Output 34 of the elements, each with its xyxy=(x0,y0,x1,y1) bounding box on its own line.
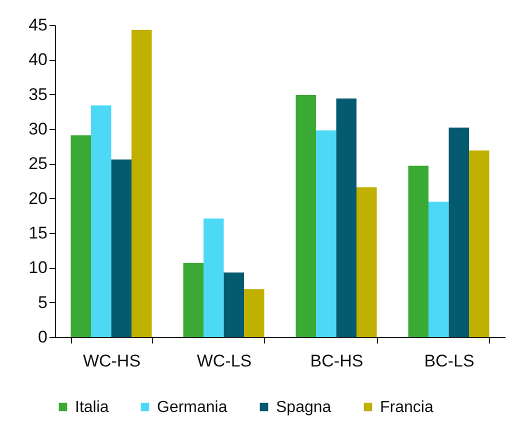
y-tick-label: 5 xyxy=(38,292,48,312)
bar xyxy=(224,272,244,337)
x-tick-label: BC-HS xyxy=(310,352,364,370)
legend-label: Francia xyxy=(380,399,434,416)
bar xyxy=(448,128,469,337)
y-tick-label: 35 xyxy=(28,84,48,104)
y-tick-label: 10 xyxy=(28,258,48,278)
bar xyxy=(469,150,490,337)
bar xyxy=(408,166,428,337)
bar xyxy=(244,289,264,337)
y-tick-label: 25 xyxy=(28,154,48,174)
bar xyxy=(70,135,91,337)
y-tick-label: 15 xyxy=(28,224,48,242)
x-tick-label: WC-LS xyxy=(196,352,252,370)
x-tick-label: BC-LS xyxy=(424,352,474,370)
y-tick-label: 40 xyxy=(28,50,48,70)
y-tick-label: 30 xyxy=(28,120,48,138)
bar xyxy=(316,130,336,337)
legend-label: Spagna xyxy=(276,399,332,416)
bar xyxy=(204,218,224,337)
y-tick-label: 45 xyxy=(28,16,48,34)
bar xyxy=(132,30,152,337)
bar xyxy=(336,98,356,337)
legend-label: Germania xyxy=(157,399,228,416)
bar xyxy=(183,262,204,337)
bar xyxy=(356,187,377,337)
x-tick-label: WC-HS xyxy=(82,352,141,370)
bar xyxy=(428,202,449,337)
y-tick-label: 20 xyxy=(28,188,48,208)
y-tick-label: 0 xyxy=(38,328,48,346)
bar xyxy=(91,105,112,337)
bar xyxy=(111,160,132,337)
legend-label: Italia xyxy=(75,399,109,416)
bar xyxy=(296,95,316,337)
